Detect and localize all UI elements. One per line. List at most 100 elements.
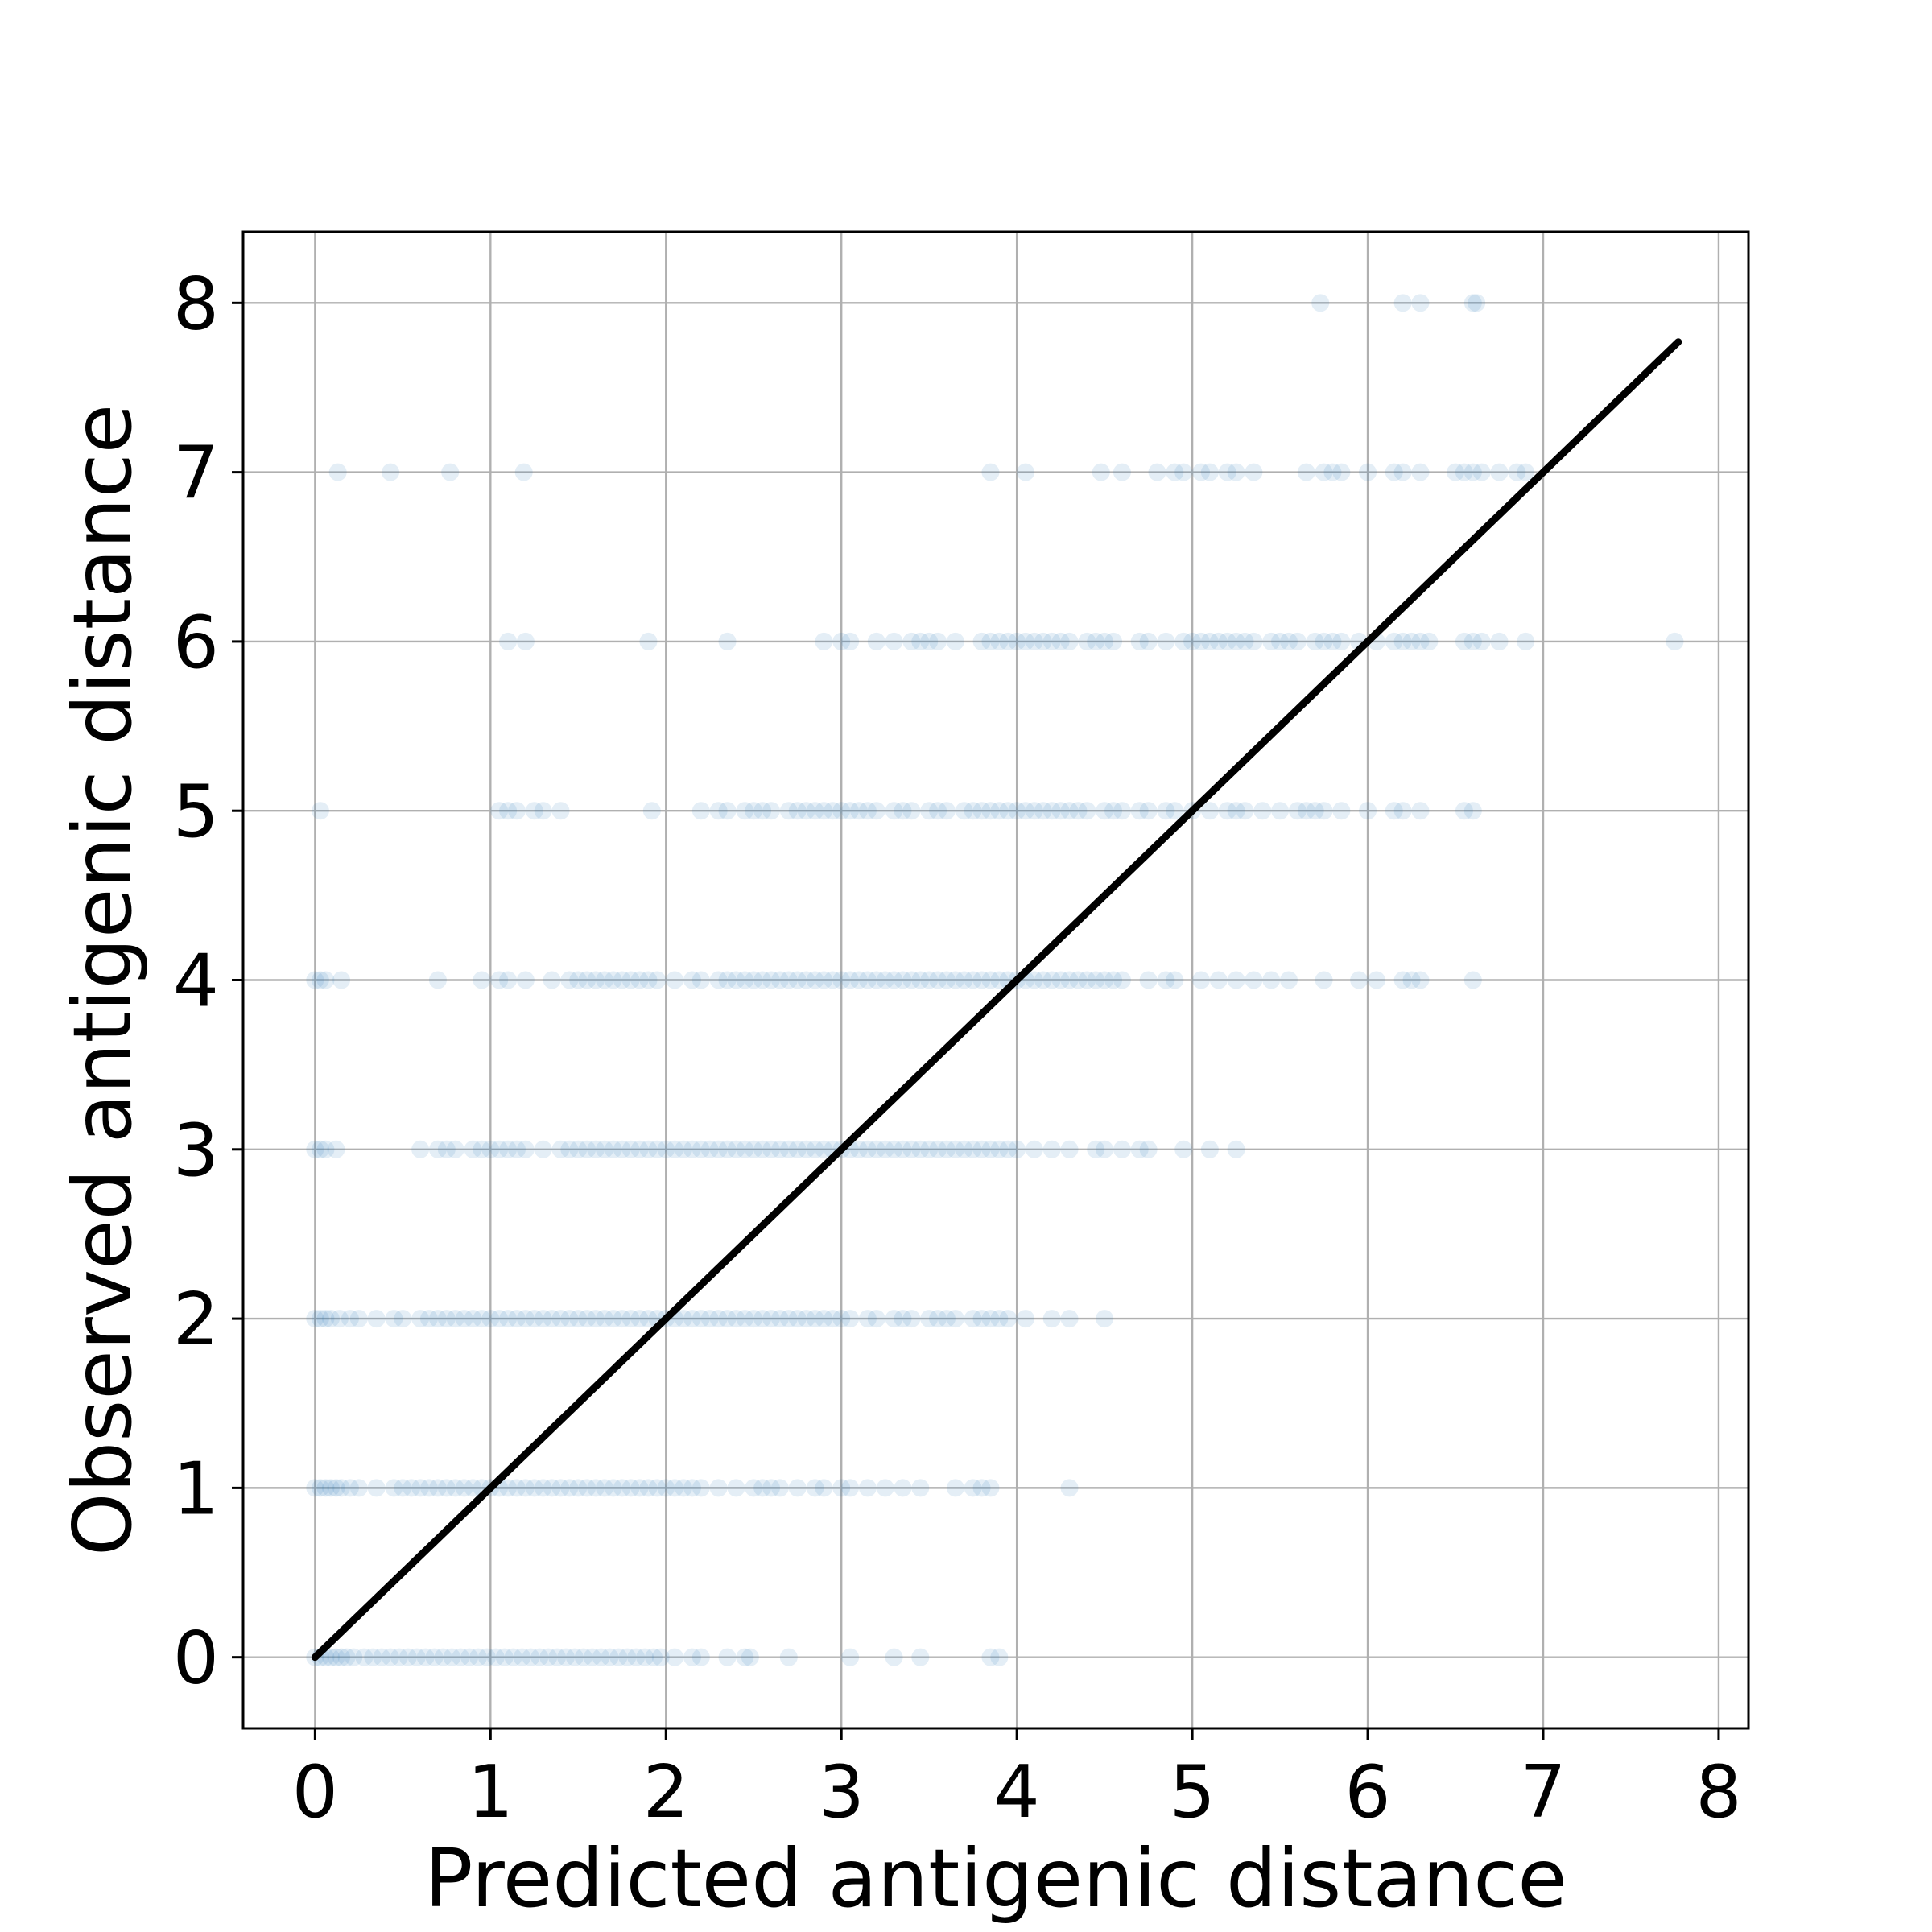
data-point bbox=[920, 632, 939, 650]
data-point bbox=[627, 1648, 646, 1666]
data-point bbox=[832, 971, 851, 989]
data-point bbox=[770, 1310, 789, 1328]
data-point bbox=[770, 1140, 789, 1158]
data-point bbox=[345, 1648, 363, 1666]
data-point bbox=[327, 1140, 345, 1158]
data-point bbox=[1332, 802, 1351, 820]
data-point bbox=[428, 1140, 447, 1158]
data-point bbox=[1157, 632, 1175, 650]
data-point bbox=[1192, 971, 1210, 989]
data-point bbox=[1096, 802, 1114, 820]
data-point bbox=[341, 1310, 359, 1328]
data-point bbox=[1051, 971, 1070, 989]
data-point bbox=[691, 1310, 710, 1328]
data-point bbox=[1104, 971, 1123, 989]
data-point bbox=[530, 1648, 549, 1666]
data-point bbox=[1025, 632, 1043, 650]
data-point bbox=[316, 1479, 335, 1497]
data-point bbox=[999, 1310, 1018, 1328]
data-point bbox=[876, 1479, 894, 1497]
data-point bbox=[1017, 802, 1035, 820]
data-point bbox=[1113, 463, 1131, 481]
data-point bbox=[1113, 971, 1131, 989]
reference-line bbox=[311, 338, 1682, 1662]
data-points bbox=[306, 294, 1684, 1666]
data-point bbox=[1245, 632, 1263, 650]
data-point bbox=[1359, 802, 1377, 820]
data-point bbox=[666, 1479, 684, 1497]
data-point bbox=[1367, 971, 1385, 989]
data-point bbox=[1323, 632, 1342, 650]
data-point bbox=[858, 971, 877, 989]
data-point bbox=[981, 1648, 1000, 1666]
data-point bbox=[592, 1648, 610, 1666]
data-point bbox=[815, 1140, 833, 1158]
data-point bbox=[321, 1479, 340, 1497]
x-tick-label: 0 bbox=[292, 1750, 338, 1835]
data-point bbox=[727, 1140, 745, 1158]
data-point bbox=[1025, 1140, 1043, 1158]
data-point bbox=[867, 632, 886, 650]
data-point bbox=[525, 1310, 543, 1328]
data-point bbox=[1297, 463, 1315, 481]
data-point bbox=[341, 1479, 359, 1497]
data-point bbox=[1315, 463, 1333, 481]
data-point bbox=[824, 802, 842, 820]
data-point bbox=[1042, 971, 1061, 989]
data-point bbox=[1227, 1140, 1245, 1158]
data-point bbox=[797, 1140, 815, 1158]
data-point bbox=[639, 1310, 658, 1328]
data-point bbox=[428, 971, 447, 989]
data-point bbox=[1411, 463, 1430, 481]
data-point bbox=[499, 632, 518, 650]
data-point bbox=[1455, 632, 1473, 650]
data-point bbox=[578, 1310, 597, 1328]
data-point bbox=[929, 1310, 947, 1328]
x-tick-labels: 0 1 2 3 4 5 6 7 8 bbox=[292, 1750, 1742, 1835]
data-point bbox=[460, 1648, 479, 1666]
x-tick-label: 7 bbox=[1520, 1750, 1566, 1835]
data-point bbox=[481, 1310, 500, 1328]
data-point bbox=[1174, 632, 1193, 650]
data-point bbox=[428, 1310, 447, 1328]
data-point bbox=[964, 802, 982, 820]
data-point bbox=[1113, 802, 1131, 820]
data-point bbox=[1311, 294, 1330, 312]
reference-line-layer bbox=[311, 338, 1682, 1662]
data-point bbox=[815, 971, 833, 989]
data-point bbox=[525, 802, 543, 820]
data-point bbox=[349, 1479, 368, 1497]
data-point bbox=[1385, 463, 1403, 481]
data-point bbox=[911, 632, 930, 650]
data-point bbox=[770, 971, 789, 989]
data-point bbox=[1218, 632, 1236, 650]
data-point bbox=[604, 1140, 622, 1158]
data-point bbox=[574, 1648, 592, 1666]
data-point bbox=[473, 971, 491, 989]
data-point bbox=[311, 1310, 329, 1328]
data-point bbox=[499, 1479, 518, 1497]
data-point bbox=[955, 802, 973, 820]
data-point bbox=[595, 971, 613, 989]
data-point bbox=[587, 1140, 605, 1158]
data-point bbox=[1104, 802, 1123, 820]
data-point bbox=[709, 1310, 728, 1328]
data-point bbox=[920, 802, 939, 820]
data-point bbox=[495, 1648, 514, 1666]
data-point bbox=[613, 1479, 631, 1497]
data-point bbox=[639, 1479, 658, 1497]
data-point bbox=[613, 971, 631, 989]
data-point bbox=[441, 463, 460, 481]
data-point bbox=[306, 1310, 324, 1328]
data-point bbox=[972, 1310, 991, 1328]
data-point bbox=[999, 632, 1018, 650]
data-point bbox=[1157, 971, 1175, 989]
data-point bbox=[1060, 632, 1079, 650]
data-point bbox=[1183, 632, 1202, 650]
data-point bbox=[543, 1310, 561, 1328]
data-point bbox=[762, 971, 781, 989]
data-point bbox=[1411, 632, 1430, 650]
data-point bbox=[587, 1310, 605, 1328]
data-point bbox=[1262, 632, 1281, 650]
data-point bbox=[477, 1648, 496, 1666]
